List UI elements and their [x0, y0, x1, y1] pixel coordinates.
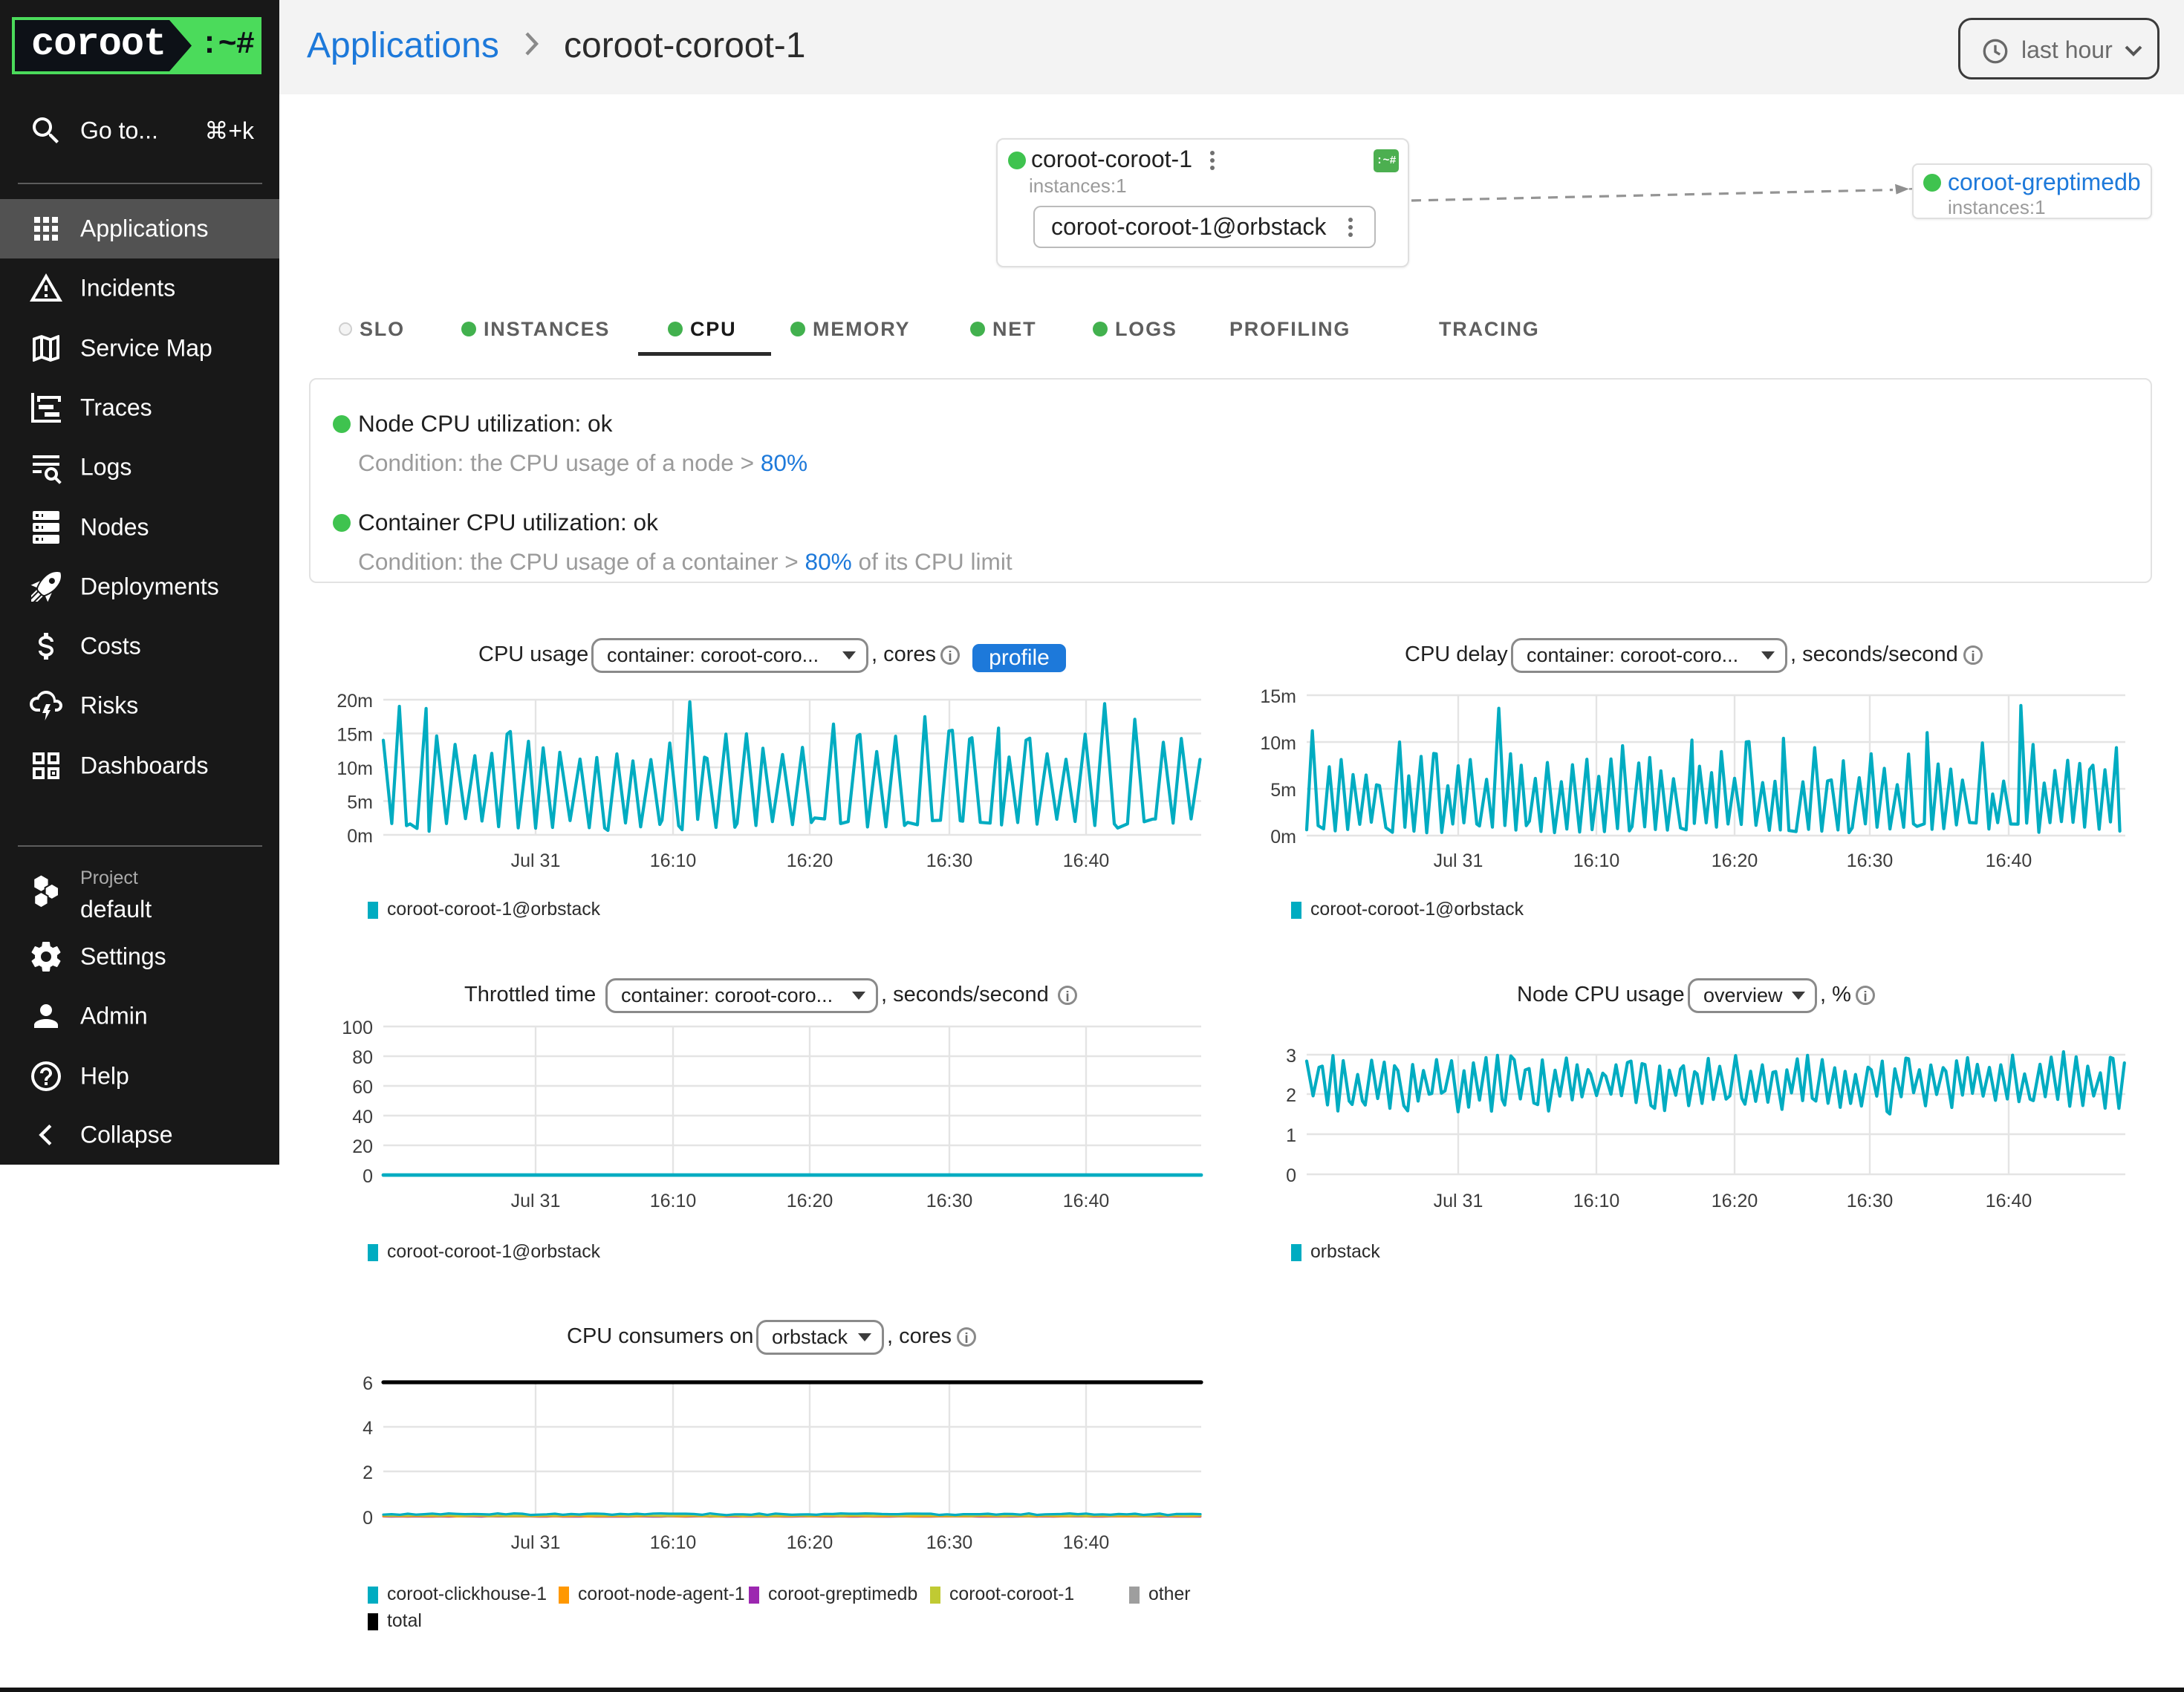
- svg-text:Jul 31: Jul 31: [511, 850, 561, 871]
- svg-text:16:20: 16:20: [787, 1532, 833, 1553]
- svg-text:16:40: 16:40: [1986, 1191, 2032, 1211]
- svg-text:2: 2: [1286, 1085, 1296, 1106]
- svg-text:1: 1: [1286, 1125, 1296, 1146]
- svg-text:Jul 31: Jul 31: [1434, 850, 1483, 871]
- svg-text:16:20: 16:20: [1712, 1191, 1758, 1211]
- svg-text:15m: 15m: [337, 725, 373, 746]
- svg-text:3: 3: [1286, 1046, 1296, 1067]
- svg-text:15m: 15m: [1260, 686, 1296, 707]
- svg-text:Jul 31: Jul 31: [511, 1191, 561, 1211]
- svg-text:16:10: 16:10: [650, 1532, 697, 1553]
- svg-text:16:10: 16:10: [1573, 1191, 1620, 1211]
- svg-text:60: 60: [352, 1077, 373, 1098]
- svg-text:16:30: 16:30: [926, 1191, 973, 1211]
- svg-text:0: 0: [363, 1166, 373, 1187]
- svg-text:10m: 10m: [337, 758, 373, 779]
- svg-text:16:10: 16:10: [650, 1191, 697, 1211]
- svg-text:0: 0: [1286, 1165, 1296, 1186]
- svg-text:16:40: 16:40: [1063, 850, 1110, 871]
- svg-text:16:30: 16:30: [1847, 850, 1894, 871]
- svg-text:16:40: 16:40: [1986, 850, 2032, 871]
- svg-text:16:30: 16:30: [926, 1532, 973, 1553]
- svg-text:80: 80: [352, 1047, 373, 1068]
- svg-text:16:40: 16:40: [1063, 1191, 1110, 1211]
- svg-text:0m: 0m: [1270, 827, 1296, 847]
- svg-text:6: 6: [363, 1373, 373, 1394]
- svg-text:40: 40: [352, 1107, 373, 1128]
- svg-text:16:40: 16:40: [1063, 1532, 1110, 1553]
- svg-text:10m: 10m: [1260, 733, 1296, 754]
- svg-text:Jul 31: Jul 31: [511, 1532, 561, 1553]
- svg-text:20m: 20m: [337, 691, 373, 712]
- svg-text:5m: 5m: [347, 793, 373, 813]
- svg-text:16:20: 16:20: [787, 1191, 833, 1211]
- svg-text:16:10: 16:10: [650, 850, 697, 871]
- svg-text:16:10: 16:10: [1573, 850, 1620, 871]
- svg-text:100: 100: [342, 1018, 373, 1038]
- svg-text:Jul 31: Jul 31: [1434, 1191, 1483, 1211]
- svg-text:0: 0: [363, 1508, 373, 1529]
- svg-text:16:30: 16:30: [1847, 1191, 1894, 1211]
- svg-text:20: 20: [352, 1136, 373, 1157]
- svg-text:2: 2: [363, 1462, 373, 1483]
- svg-text:16:20: 16:20: [1712, 850, 1758, 871]
- svg-text:5m: 5m: [1270, 780, 1296, 801]
- svg-text:0m: 0m: [347, 826, 373, 847]
- svg-text:16:20: 16:20: [787, 850, 833, 871]
- svg-text:4: 4: [363, 1418, 373, 1439]
- svg-text:16:30: 16:30: [926, 850, 973, 871]
